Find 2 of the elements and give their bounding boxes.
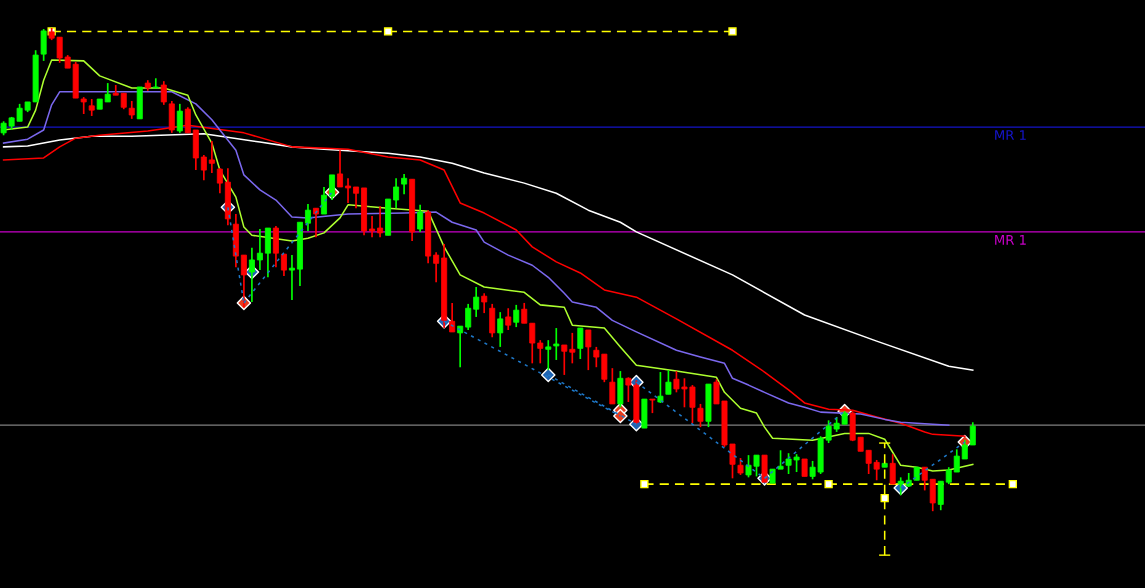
ref-line-label: MR 1: [995, 235, 1026, 245]
ref-line-label: MR 1: [995, 130, 1026, 140]
